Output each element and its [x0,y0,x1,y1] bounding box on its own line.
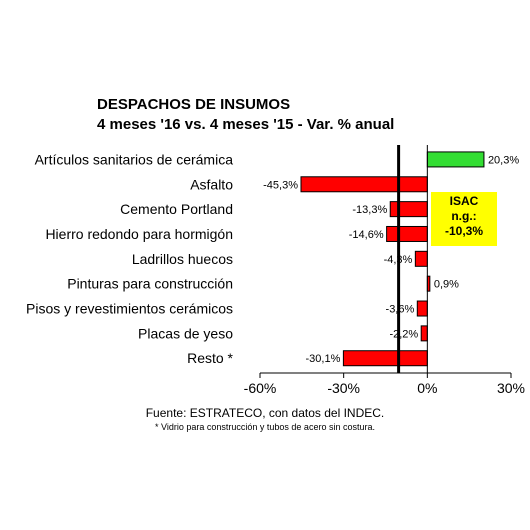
category-label: Pinturas para construcción [67,276,233,292]
category-label: Ladrillos huecos [132,251,233,267]
bar [414,250,428,267]
chart-subtitle: 4 meses '16 vs. 4 meses '15 - Var. % anu… [97,116,395,133]
x-tick-label: -60% [244,380,277,396]
bar [300,176,428,193]
bar [389,201,428,218]
category-label: Hierro redondo para hormigón [45,226,233,242]
x-tick-label: -30% [327,380,360,396]
isac-annotation-box: ISAC n.g.: -10,3% [431,192,497,246]
isac-ng-label: n.g.: [451,209,477,223]
data-label: -45,3% [263,179,298,191]
data-label: -30,1% [306,353,341,365]
category-label: Resto * [187,350,233,366]
isac-label: ISAC [449,194,479,208]
category-label: Asfalto [190,176,233,192]
x-tick-label: 0% [417,380,437,396]
data-label: -14,6% [349,229,384,241]
bar [386,225,428,242]
bar [426,151,485,168]
category-label: Cemento Portland [120,201,233,217]
isac-value: -10,3% [444,224,484,238]
data-label: -2,2% [389,328,418,340]
category-label: Artículos sanitarios de cerámica [35,151,234,167]
source-note: Fuente: ESTRATECO, con datos del INDEC. [145,406,385,420]
category-label: Placas de yeso [138,325,233,341]
data-label: -13,3% [352,204,387,216]
x-tick-label: 30% [497,380,525,396]
footnote: * Vidrio para construcción y tubos de ac… [155,422,375,432]
bar [416,300,428,317]
data-label: 0,9% [434,279,459,291]
chart-title: DESPACHOS DE INSUMOS [97,96,291,113]
category-label: Pisos y revestimientos cerámicos [26,301,233,317]
data-label: 20,3% [488,154,519,166]
bar [420,325,428,342]
bar [342,350,428,367]
